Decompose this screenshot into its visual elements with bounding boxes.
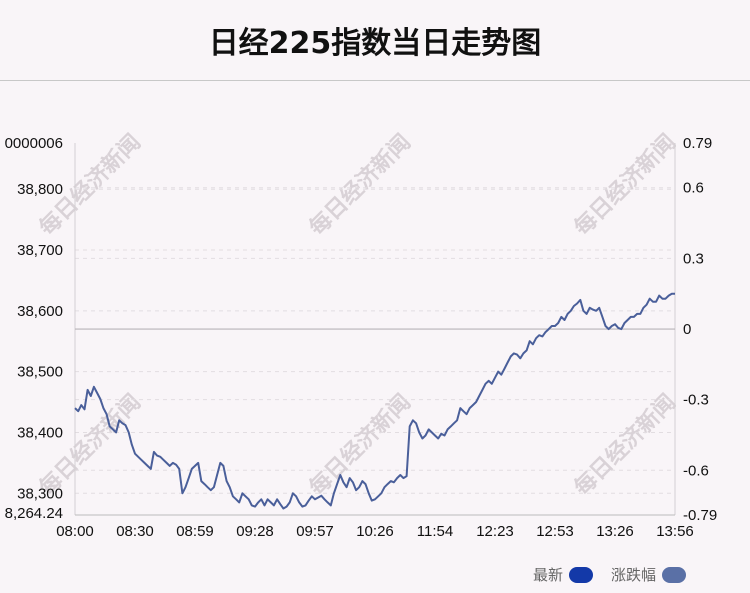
y-left-tick-label: 38,300: [17, 485, 63, 502]
axes: [74, 143, 676, 516]
title-divider: [0, 80, 750, 81]
x-axis-ticks: 08:00 08:30 08:59 09:28 09:57 10:26 11:54 12:23…: [56, 523, 694, 540]
legend-item-latest[interactable]: 最新: [533, 564, 593, 585]
legend: 最新 涨跌幅: [515, 564, 686, 585]
y-right-tick-label: 0: [683, 321, 691, 338]
y-left-tick-label: 38,700: [17, 242, 63, 259]
y-left-tick-label: 38,400: [17, 424, 63, 441]
legend-label-latest: 最新: [532, 566, 563, 584]
grid-lines: [75, 187, 675, 494]
watermark-2: 每日经济新闻: [569, 129, 681, 241]
x-tick-label: 10:26: [356, 523, 394, 540]
legend-label-change: 涨跌幅: [610, 566, 656, 584]
y-right-tick-label: 0.3: [683, 250, 704, 267]
y-right-tick-label: -0.79: [683, 507, 717, 524]
y-left-tick-label: 8,264.24: [5, 505, 63, 522]
y-axis-right-ticks: -0.79 -0.6 -0.3 0 0.3 0.6 0.79: [683, 135, 717, 524]
y-right-tick-label: -0.6: [683, 462, 709, 479]
x-tick-label: 09:57: [296, 523, 334, 540]
y-right-tick-label: 0.79: [683, 135, 712, 152]
x-tick-label: 08:00: [56, 523, 94, 540]
legend-swatch-change: [662, 566, 686, 583]
y-right-tick-label: -0.3: [683, 392, 709, 409]
series-line-nikkei225: [74, 292, 675, 510]
x-tick-label: 13:56: [656, 523, 694, 540]
x-tick-label: 09:28: [236, 523, 274, 540]
y-left-tick-label: 0000006: [5, 135, 63, 152]
x-tick-label: 08:30: [116, 523, 154, 540]
series-group: [74, 292, 675, 510]
x-tick-label: 12:23: [476, 523, 514, 540]
watermark-3: 每日经济新闻: [34, 389, 146, 501]
y-left-tick-label: 38,600: [17, 303, 63, 320]
watermark-5: 每日经济新闻: [569, 389, 681, 501]
legend-swatch-latest: [568, 566, 593, 583]
watermark-1: 每日经济新闻: [304, 129, 416, 241]
y-left-tick-label: 38,800: [17, 181, 63, 198]
chart-title: 日经225指数当日走势图: [208, 26, 542, 61]
y-right-tick-label: 0.6: [683, 180, 704, 197]
y-left-tick-label: 38,500: [17, 364, 63, 381]
y-axis-left-ticks: 8,264.24 38,300 38,400 38,500 38,600 38,700 38…: [5, 135, 63, 522]
x-tick-label: 12:53: [536, 523, 574, 540]
x-tick-label: 13:26: [596, 523, 634, 540]
x-tick-label: 08:59: [176, 523, 214, 540]
legend-item-change[interactable]: 涨跌幅: [611, 564, 686, 585]
x-tick-label: 11:54: [417, 523, 453, 540]
